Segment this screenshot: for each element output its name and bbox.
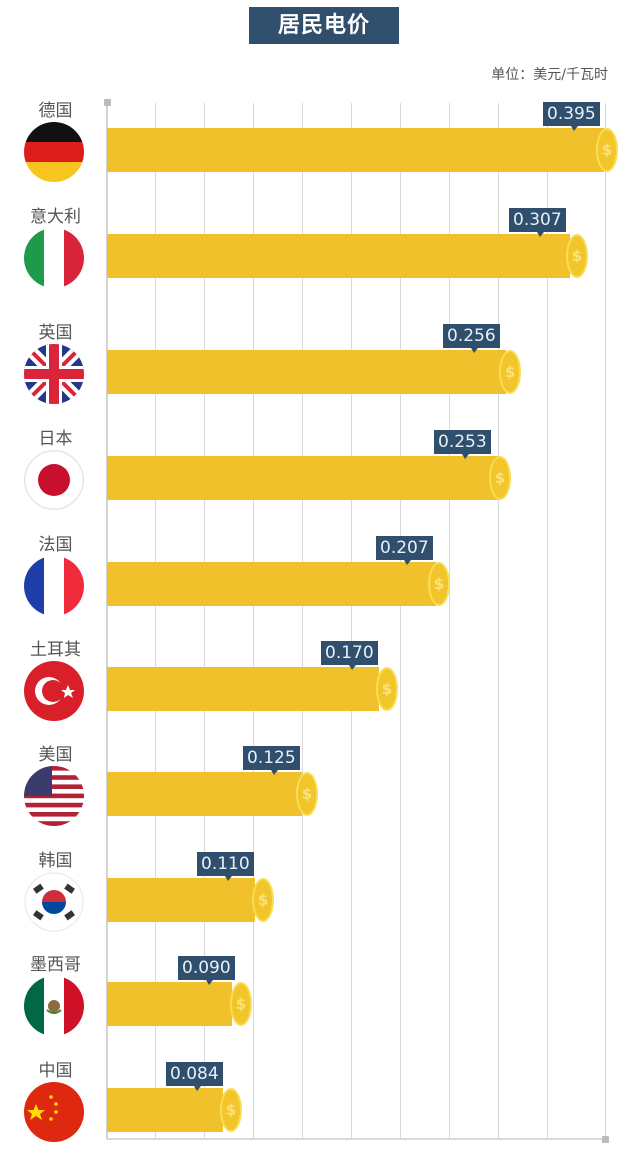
value-label: 0.395 <box>543 102 600 131</box>
country-name: 美国 <box>38 745 73 765</box>
axis-end-dot <box>602 1136 609 1143</box>
gridline <box>351 103 352 1139</box>
country-name: 墨西哥 <box>30 955 81 975</box>
coin-icon: $ <box>296 772 318 816</box>
germany-flag-icon <box>24 122 84 182</box>
country-name: 中国 <box>38 1061 73 1081</box>
bar <box>107 878 255 922</box>
value-label: 0.125 <box>243 746 300 775</box>
value-label: 0.256 <box>443 324 500 353</box>
value-label: 0.207 <box>376 536 433 565</box>
chart-title: 居民电价 <box>249 7 399 44</box>
bar <box>107 456 499 500</box>
mexico-flag-icon <box>24 976 84 1036</box>
value-label: 0.084 <box>166 1062 223 1091</box>
gridline <box>449 103 450 1139</box>
value-label: 0.307 <box>509 208 566 237</box>
gridline <box>547 103 548 1139</box>
france-flag-icon <box>24 556 84 616</box>
bar <box>107 350 506 394</box>
gridline <box>204 103 205 1139</box>
value-label: 0.253 <box>434 430 491 459</box>
value-label: 0.110 <box>197 852 254 881</box>
bar <box>107 562 436 606</box>
country-name: 日本 <box>38 429 73 449</box>
bar <box>107 1088 223 1132</box>
coin-icon: $ <box>230 982 252 1026</box>
bar <box>107 772 302 816</box>
gridline <box>498 103 499 1139</box>
coin-icon: $ <box>252 878 274 922</box>
italy-flag-icon <box>24 228 84 288</box>
bar <box>107 667 379 711</box>
unit-label: 单位：美元/千瓦时 <box>491 67 608 83</box>
country-name: 英国 <box>38 323 73 343</box>
country-name: 土耳其 <box>30 640 81 660</box>
value-label: 0.170 <box>321 641 378 670</box>
coin-icon: $ <box>566 234 588 278</box>
coin-icon: $ <box>596 128 618 172</box>
value-label: 0.090 <box>178 956 235 985</box>
gridline <box>155 103 156 1139</box>
x-axis <box>106 1138 606 1140</box>
bar <box>107 982 232 1026</box>
coin-icon: $ <box>428 562 450 606</box>
gridline <box>253 103 254 1139</box>
turkey-flag-icon <box>24 661 84 721</box>
y-axis <box>106 103 108 1139</box>
bar <box>107 234 570 278</box>
usa-flag-icon <box>24 766 84 826</box>
korea-flag-icon <box>24 872 84 932</box>
gridline <box>302 103 303 1139</box>
axis-end-dot <box>104 99 111 106</box>
coin-icon: $ <box>220 1088 242 1132</box>
country-name: 意大利 <box>30 207 81 227</box>
country-name: 韩国 <box>38 851 73 871</box>
japan-flag-icon <box>24 450 84 510</box>
coin-icon: $ <box>489 456 511 500</box>
uk-flag-icon <box>24 344 84 404</box>
gridline <box>605 103 606 1139</box>
coin-icon: $ <box>499 350 521 394</box>
gridline <box>400 103 401 1139</box>
china-flag-icon <box>24 1082 84 1142</box>
country-name: 法国 <box>38 535 73 555</box>
country-name: 德国 <box>38 101 73 121</box>
bar <box>107 128 604 172</box>
coin-icon: $ <box>376 667 398 711</box>
